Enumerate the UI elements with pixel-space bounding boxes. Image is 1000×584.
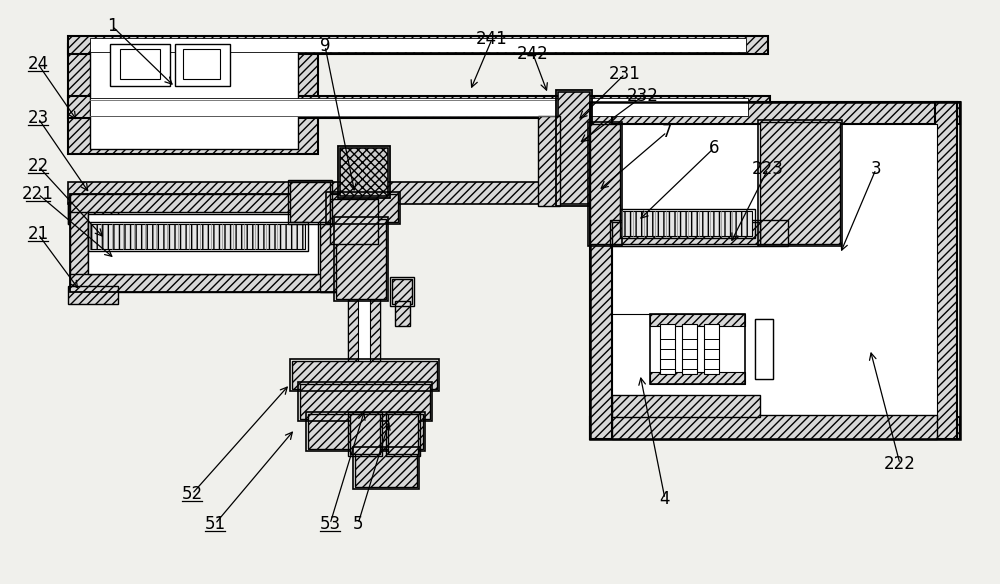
Bar [334,217,388,301]
Text: 223: 223 [752,160,784,178]
Bar [88,214,318,274]
Text: 4: 4 [660,490,670,508]
Bar [590,102,960,124]
Bar [612,395,760,417]
Bar [370,219,380,404]
Text: 53: 53 [319,515,341,533]
Bar [588,122,622,246]
Text: 221: 221 [22,185,54,203]
Bar [622,211,752,236]
Bar [538,116,560,206]
Bar [355,449,417,487]
Bar [68,286,118,304]
Bar [682,324,697,374]
Bar [612,124,937,417]
Bar [306,412,425,451]
Bar [390,277,414,306]
Bar [556,90,592,206]
Bar [300,384,430,419]
Bar [320,200,338,292]
Bar [348,412,382,456]
Text: 6: 6 [709,139,719,157]
Bar [650,314,745,326]
Text: 23: 23 [27,109,49,127]
Text: 9: 9 [320,37,330,55]
Bar [350,414,380,454]
Bar [590,102,612,439]
Bar [348,219,380,404]
Bar [392,279,412,304]
Bar [90,38,746,52]
Bar [68,44,318,154]
Text: 24: 24 [27,55,49,73]
Bar [758,120,842,246]
Bar [590,417,960,439]
Bar [610,220,788,246]
Bar [120,49,160,79]
Text: 21: 21 [27,225,49,243]
Bar [590,102,960,439]
Bar [90,224,305,249]
Bar [336,219,386,299]
Bar [68,96,770,118]
Bar [340,148,388,196]
Bar [755,319,773,379]
Bar [590,124,620,244]
Bar [330,199,378,244]
Text: 232: 232 [627,87,659,105]
Bar [70,200,88,292]
Text: 22: 22 [27,157,49,175]
Bar [88,222,308,251]
Bar [353,447,419,489]
Text: 242: 242 [517,45,549,63]
Bar [70,194,340,292]
Bar [755,319,773,379]
Text: 7: 7 [662,123,672,141]
Bar [558,92,590,204]
Bar [620,209,755,238]
Bar [288,180,332,224]
Text: 1: 1 [107,17,117,35]
Bar [110,44,170,86]
Bar [68,202,118,224]
Bar [386,412,420,456]
Bar [290,182,330,222]
Bar [328,194,398,222]
Bar [90,98,748,116]
Text: 5: 5 [353,515,363,533]
Bar [388,414,418,454]
Text: 231: 231 [609,65,641,83]
Text: 51: 51 [204,515,226,533]
Text: 52: 52 [181,485,203,503]
Text: 3: 3 [871,160,881,178]
Bar [612,222,760,244]
Bar [68,36,768,54]
Bar [704,324,719,374]
Bar [70,274,340,292]
Bar [612,415,937,439]
Bar [175,44,230,86]
Bar [326,192,400,224]
Bar [298,382,432,421]
Bar [68,202,118,224]
Bar [650,314,745,384]
Bar [290,359,439,391]
Bar [70,194,340,212]
Bar [650,372,745,384]
Bar [308,414,423,449]
Text: 222: 222 [884,455,916,473]
Bar [660,324,675,374]
Text: 241: 241 [476,30,508,48]
Bar [395,301,410,326]
Bar [935,102,957,439]
Bar [348,219,358,404]
Bar [68,182,548,204]
Bar [292,361,437,389]
Bar [760,122,840,244]
Bar [338,146,390,198]
Bar [183,49,220,79]
Bar [90,49,298,149]
